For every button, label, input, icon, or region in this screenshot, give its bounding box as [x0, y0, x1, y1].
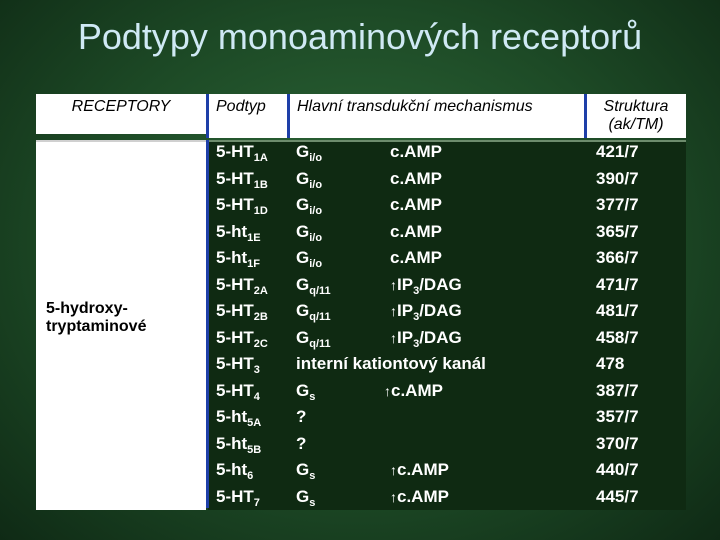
- g-protein-cell: Gq/11: [296, 274, 331, 297]
- second-messenger-cell: ↑IP3/DAG: [390, 327, 462, 350]
- second-messenger-cell: c.AMP: [390, 195, 442, 214]
- table-row: 5-HT4 Gs ↑c.AMP 387/7: [0, 381, 720, 406]
- structure-cell: 421/7: [596, 142, 639, 161]
- second-messenger-cell: c.AMP: [390, 142, 442, 161]
- table-row: 5-HT2A Gq/11 ↑IP3/DAG 471/7: [0, 275, 720, 300]
- g-protein-cell: Gq/11: [296, 327, 331, 350]
- divider-line: [206, 94, 209, 138]
- table-row: 5-HT2C Gq/11 ↑IP3/DAG 458/7: [0, 328, 720, 353]
- up-arrow-icon: ↑: [390, 329, 397, 346]
- structure-cell: 440/7: [596, 460, 639, 479]
- second-messenger-cell: c.AMP: [390, 168, 442, 188]
- g-protein-cell: Gs: [296, 486, 316, 509]
- header-podtyp: Podtyp: [208, 94, 288, 138]
- subtype-cell: 5-HT1B: [216, 168, 268, 191]
- subtype-cell: 5-ht1F: [216, 248, 261, 270]
- structure-cell: 458/7: [596, 327, 639, 347]
- subtype-cell: 5-HT1A: [216, 142, 268, 164]
- subtype-cell: 5-ht6: [216, 460, 254, 482]
- g-protein-cell: interní kationtový kanál: [296, 354, 486, 373]
- structure-cell: 471/7: [596, 274, 639, 294]
- g-protein-cell: Gi/o: [296, 142, 323, 164]
- header-receptory: RECEPTORY: [36, 94, 206, 134]
- structure-cell: 445/7: [596, 486, 639, 506]
- up-arrow-icon: ↑: [390, 488, 397, 505]
- second-messenger-cell: ↑c.AMP: [390, 460, 449, 479]
- table-row: 5-HT1A Gi/o c.AMP 421/7: [0, 142, 720, 167]
- second-messenger-cell: ↑c.AMP: [390, 486, 449, 506]
- table-row: 5-ht5A? 357/7: [0, 407, 720, 432]
- subtype-cell: 5-HT2C: [216, 327, 268, 350]
- subtype-cell: 5-HT7: [216, 486, 260, 509]
- structure-cell: 365/7: [596, 221, 639, 241]
- up-arrow-icon: ↑: [384, 382, 391, 399]
- structure-cell: 481/7: [596, 301, 639, 320]
- table-row: 5-ht1E Gi/o c.AMP 365/7: [0, 222, 720, 247]
- second-messenger-cell: ↑IP3/DAG: [390, 301, 462, 323]
- receptor-group-cell: 5-hydroxy- tryptaminové: [36, 140, 206, 510]
- second-messenger-cell: c.AMP: [390, 221, 442, 241]
- receptor-group-label: 5-hydroxy- tryptaminové: [36, 300, 206, 336]
- structure-cell: 478: [596, 354, 625, 373]
- g-protein-cell: ?: [296, 407, 307, 426]
- page-title: Podtypy monoaminových receptorů: [77, 16, 643, 57]
- divider-line: [206, 140, 209, 508]
- table-row: 5-HT3 interní kationtový kanál 478: [0, 354, 720, 379]
- g-protein-cell: ?: [296, 433, 307, 453]
- g-protein-cell: Gi/o: [296, 248, 323, 270]
- structure-cell: 370/7: [596, 433, 639, 453]
- subtype-cell: 5-ht1E: [216, 221, 261, 244]
- g-protein-cell: Gs: [296, 460, 316, 482]
- divider-line: [584, 94, 587, 138]
- header-struktura-line1: Struktura: [603, 98, 669, 115]
- subtype-cell: 5-HT4: [216, 380, 260, 403]
- second-messenger-cell: c.AMP: [390, 248, 442, 267]
- structure-cell: 357/7: [596, 407, 639, 426]
- up-arrow-icon: ↑: [390, 276, 397, 293]
- subtype-cell: 5-ht5B: [216, 433, 262, 456]
- table-row: 5-HT7 Gs ↑c.AMP 445/7: [0, 487, 720, 512]
- header-struktura-line2: (ak/TM): [608, 116, 664, 133]
- subtype-cell: 5-ht5A: [216, 407, 262, 429]
- second-messenger-cell: ↑c.AMP: [384, 380, 443, 400]
- table-row: 5-HT2B Gq/11 ↑IP3/DAG 481/7: [0, 301, 720, 326]
- table-row: 5-HT1D Gi/o c.AMP 377/7: [0, 195, 720, 220]
- structure-cell: 377/7: [596, 195, 639, 214]
- table-row: 5-ht6 Gs ↑c.AMP 440/7: [0, 460, 720, 485]
- up-arrow-icon: ↑: [390, 303, 397, 319]
- receptor-group-line2: tryptaminové: [46, 318, 147, 335]
- up-arrow-icon: ↑: [390, 462, 397, 478]
- g-protein-cell: Gi/o: [296, 195, 323, 217]
- g-protein-cell: Gi/o: [296, 168, 323, 191]
- divider-line: [287, 94, 290, 138]
- header-struktura: Struktura (ak/TM): [586, 94, 686, 138]
- table-row: 5-HT1B Gi/o c.AMP 390/7: [0, 169, 720, 194]
- receptor-group-line1: 5-hydroxy-: [46, 300, 128, 317]
- structure-cell: 387/7: [596, 380, 639, 400]
- header-mechanism: Hlavní transdukční mechanismus: [289, 94, 584, 138]
- g-protein-cell: Gq/11: [296, 301, 331, 323]
- subtype-cell: 5-HT1D: [216, 195, 268, 217]
- table-row: 5-ht1F Gi/o c.AMP 366/7: [0, 248, 720, 273]
- g-protein-cell: Gs: [296, 380, 316, 403]
- table-row: 5-ht5B? 370/7: [0, 434, 720, 459]
- second-messenger-cell: ↑IP3/DAG: [390, 274, 462, 297]
- table-body: [208, 140, 686, 510]
- g-protein-cell: Gi/o: [296, 221, 323, 244]
- subtype-cell: 5-HT2B: [216, 301, 268, 323]
- structure-cell: 390/7: [596, 168, 639, 188]
- structure-cell: 366/7: [596, 248, 639, 267]
- subtype-cell: 5-HT3: [216, 354, 260, 376]
- subtype-cell: 5-HT2A: [216, 274, 268, 297]
